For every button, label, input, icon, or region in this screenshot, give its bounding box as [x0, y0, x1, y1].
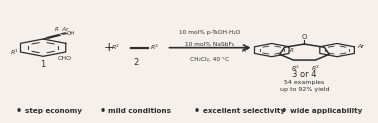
- Text: excellent selectivity: excellent selectivity: [203, 108, 285, 114]
- Text: OH: OH: [67, 31, 75, 36]
- Text: O: O: [302, 34, 307, 40]
- Text: step economy: step economy: [25, 108, 82, 114]
- Text: wide applicability: wide applicability: [290, 108, 362, 114]
- Text: R$^2$: R$^2$: [111, 43, 119, 52]
- Text: mild conditions: mild conditions: [108, 108, 172, 114]
- Text: •: •: [99, 106, 105, 116]
- Text: 54 examples
up to 92% yield: 54 examples up to 92% yield: [280, 80, 329, 92]
- Text: R$^2$: R$^2$: [291, 63, 300, 73]
- Text: +: +: [103, 41, 114, 54]
- Text: •: •: [16, 106, 22, 116]
- Text: •: •: [194, 106, 200, 116]
- Text: R$^1$: R$^1$: [241, 45, 250, 55]
- Text: 10 mol% p-TsOH·H₂O: 10 mol% p-TsOH·H₂O: [180, 30, 241, 35]
- Text: Ar: Ar: [357, 44, 364, 49]
- Text: R$^3$: R$^3$: [150, 43, 159, 52]
- Text: R  Ar: R Ar: [54, 27, 68, 32]
- Text: 2: 2: [133, 58, 138, 67]
- Text: 1: 1: [40, 60, 46, 69]
- Text: CH₂Cl₂, 40 °C: CH₂Cl₂, 40 °C: [191, 57, 229, 62]
- Text: R$^3$: R$^3$: [311, 63, 320, 73]
- Text: 10 mol% NaSbF₆: 10 mol% NaSbF₆: [186, 42, 235, 47]
- Text: R$^1$: R$^1$: [10, 47, 19, 57]
- Text: •: •: [281, 106, 287, 116]
- Text: 3 or 4: 3 or 4: [292, 70, 317, 79]
- Text: R: R: [290, 48, 294, 53]
- Text: CHO: CHO: [58, 56, 72, 61]
